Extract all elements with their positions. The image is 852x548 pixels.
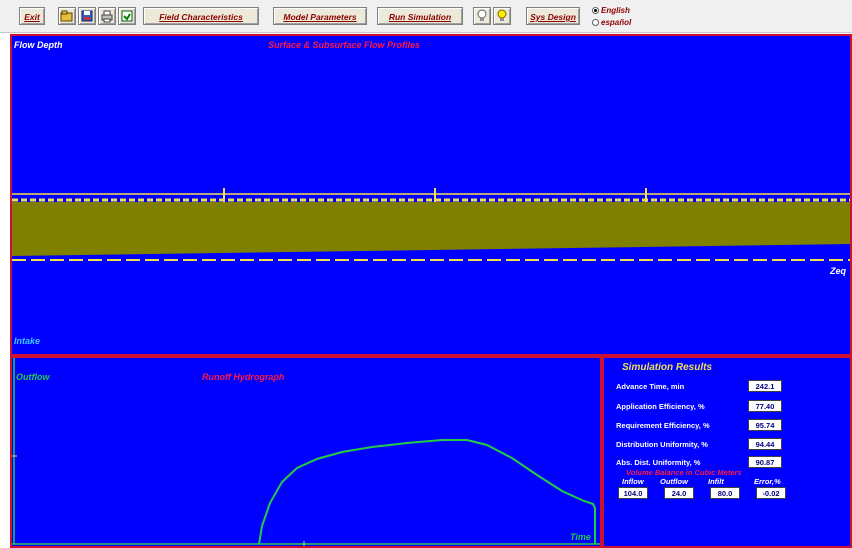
model-parameters-button[interactable]: Model Parameters bbox=[273, 7, 367, 25]
requirement-efficiency-label: Requirement Efficiency, % bbox=[616, 421, 710, 430]
outflow-vol-label: Outflow bbox=[660, 477, 688, 486]
error-label: Error,% bbox=[754, 477, 781, 486]
requirement-efficiency-value: 95.74 bbox=[748, 419, 782, 431]
flow-profiles-plot bbox=[12, 188, 850, 261]
runoff-curve bbox=[258, 439, 596, 545]
field-characteristics-button[interactable]: Field Characteristics bbox=[143, 7, 259, 25]
outflow-vol-value: 24.0 bbox=[664, 487, 694, 499]
print-icon[interactable] bbox=[98, 7, 116, 25]
hydrograph-plot bbox=[12, 358, 600, 546]
radio-selected-icon bbox=[592, 7, 599, 15]
import-icon[interactable] bbox=[118, 7, 136, 25]
advance-time-value: 242.1 bbox=[748, 380, 782, 392]
espanol-label: español bbox=[601, 18, 632, 27]
application-efficiency-label: Application Efficiency, % bbox=[616, 402, 705, 411]
bulb-on-icon[interactable] bbox=[493, 7, 511, 25]
distribution-uniformity-value: 94.44 bbox=[748, 438, 782, 450]
bulb-off-icon[interactable] bbox=[473, 7, 491, 25]
radio-unselected-icon bbox=[592, 19, 599, 27]
distribution-uniformity-label: Distribution Uniformity, % bbox=[616, 440, 708, 449]
profiles-title: Surface & Subsurface Flow Profiles bbox=[268, 40, 421, 50]
hydrograph-title: Runoff Hydrograph bbox=[202, 372, 285, 382]
english-radio[interactable]: English bbox=[592, 5, 630, 16]
english-label: English bbox=[601, 6, 630, 15]
runoff-hydrograph-panel: Outflow Runoff Hydrograph Time bbox=[10, 356, 602, 548]
outflow-label: Outflow bbox=[16, 372, 50, 382]
infilt-label: Infilt bbox=[708, 477, 724, 486]
flow-depth-label: Flow Depth bbox=[14, 40, 63, 50]
error-value: -0.02 bbox=[756, 487, 786, 499]
intake-label: Intake bbox=[14, 336, 41, 346]
espanol-radio[interactable]: español bbox=[592, 17, 631, 28]
flow-profiles-panel: Flow Depth Surface & Subsurface Flow Pro… bbox=[10, 34, 852, 356]
abs-dist-uniformity-label: Abs. Dist. Uniformity, % bbox=[616, 458, 701, 467]
run-simulation-button[interactable]: Run Simulation bbox=[377, 7, 463, 25]
inflow-value: 104.0 bbox=[618, 487, 648, 499]
advance-time-label: Advance Time, min bbox=[616, 382, 685, 391]
simulation-results-panel: Simulation Results Advance Time, min 242… bbox=[602, 356, 852, 548]
zeq-label: Zeq bbox=[830, 266, 847, 276]
results-title: Simulation Results bbox=[622, 362, 713, 373]
infilt-value: 80.0 bbox=[710, 487, 740, 499]
time-label: Time bbox=[570, 532, 591, 542]
save-file-icon[interactable] bbox=[78, 7, 96, 25]
abs-dist-uniformity-value: 90.87 bbox=[748, 456, 782, 468]
toolbar: Exit Field Characteristics Model Paramet… bbox=[0, 0, 852, 33]
surface-flow-area bbox=[12, 202, 850, 256]
exit-button[interactable]: Exit bbox=[19, 7, 45, 25]
inflow-label: Inflow bbox=[622, 477, 644, 486]
volume-balance-title: Volume Balance in Cubic Meters bbox=[626, 468, 742, 477]
application-efficiency-value: 77.40 bbox=[748, 400, 782, 412]
sys-design-button[interactable]: Sys Design bbox=[526, 7, 580, 25]
open-file-icon[interactable] bbox=[58, 7, 76, 25]
